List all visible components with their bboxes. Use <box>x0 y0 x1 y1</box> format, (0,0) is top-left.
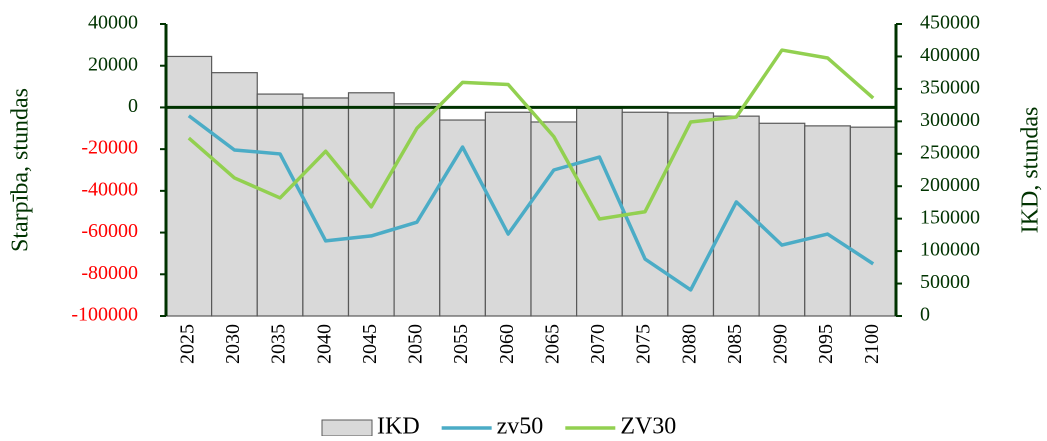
legend-swatch <box>321 419 373 437</box>
line <box>187 48 875 221</box>
y-tick-label: -60000 <box>81 220 138 242</box>
y-tick-label: -100000 <box>71 304 138 326</box>
legend-label: zv50 <box>497 414 544 437</box>
x-tick-label: 2085 <box>724 324 746 364</box>
legend-label: IKD <box>377 414 420 437</box>
y-tick-label: 20000 <box>88 53 138 75</box>
x-tick-label: 2055 <box>450 324 472 364</box>
y-tick-label: 0 <box>128 95 138 117</box>
bar <box>211 72 258 317</box>
x-tick-label: 2080 <box>678 324 700 364</box>
y2-axis-label: IKD, stundas <box>1018 107 1044 234</box>
y-tick-label: -20000 <box>81 137 138 159</box>
bar <box>256 93 304 317</box>
y-axis-label: Starpība, stundas <box>8 88 34 252</box>
y2-tick-label: 50000 <box>920 271 970 293</box>
x-tick-label: 2045 <box>359 324 381 364</box>
y2-tick-label: 150000 <box>920 206 980 228</box>
y2-tick-label: 350000 <box>920 76 980 98</box>
x-tick-label: 2025 <box>176 324 198 364</box>
bar <box>849 126 897 317</box>
x-tick-label: 2095 <box>815 324 837 364</box>
x-tick-label: 2050 <box>405 324 427 364</box>
x-tick-label: 2100 <box>861 324 883 364</box>
y2-tick-label: 0 <box>920 304 930 326</box>
y2-tick-label: 450000 <box>920 12 980 34</box>
x-tick-label: 2070 <box>587 324 609 364</box>
y2-tick-label: 200000 <box>920 174 980 196</box>
bar <box>576 107 623 317</box>
bar <box>393 103 441 317</box>
x-tick-label: 2090 <box>770 324 792 364</box>
x-tick-label: 2075 <box>633 324 655 364</box>
bar <box>758 122 806 317</box>
x-tick-label: 2040 <box>313 324 335 364</box>
y2-tick-label: 250000 <box>920 141 980 163</box>
x-tick-label: 2060 <box>496 324 518 364</box>
y-tick-label: -40000 <box>81 178 138 200</box>
y2-tick-label: 400000 <box>920 44 980 66</box>
y2-tick-label: 300000 <box>920 109 980 131</box>
bar <box>439 119 486 317</box>
bar <box>667 112 715 317</box>
line <box>187 114 875 292</box>
y-tick-label: 40000 <box>88 12 138 34</box>
bar <box>530 121 578 317</box>
bar <box>302 97 350 317</box>
y2-tick-label: 100000 <box>920 239 980 261</box>
legend-label: ZV30 <box>620 414 676 437</box>
x-tick-label: 2065 <box>541 324 563 364</box>
x-tick-label: 2035 <box>268 324 290 364</box>
bar <box>165 55 213 317</box>
y-tick-label: -80000 <box>81 262 138 284</box>
x-tick-label: 2030 <box>222 324 244 364</box>
bar <box>804 125 851 317</box>
